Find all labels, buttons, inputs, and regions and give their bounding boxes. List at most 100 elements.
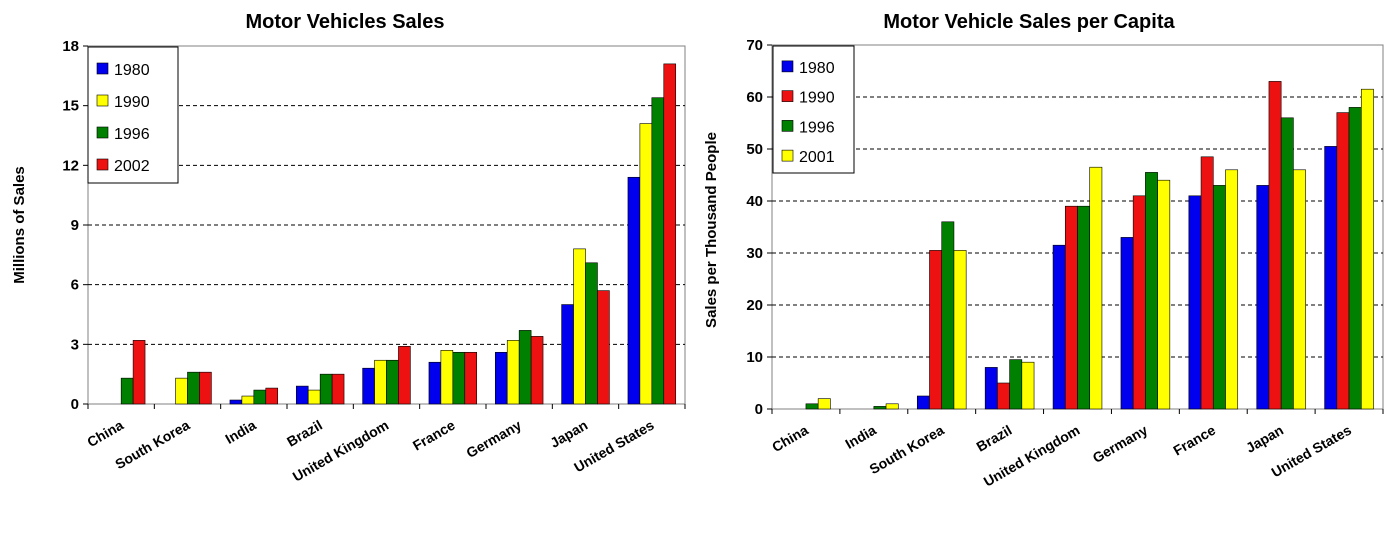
chart-svg-left: Motor Vehicles Sales Millions of Sales 0… bbox=[11, 11, 686, 485]
bar bbox=[984, 367, 998, 410]
bar bbox=[464, 351, 478, 405]
x-tick-label: Japan bbox=[547, 417, 590, 451]
x-tick-label: Brazil bbox=[973, 422, 1014, 455]
bar bbox=[1360, 88, 1374, 410]
bar bbox=[561, 304, 574, 405]
y-tick-label: 40 bbox=[746, 193, 763, 210]
legend-label: 1990 bbox=[799, 90, 835, 107]
x-tick-label: China bbox=[769, 422, 811, 455]
bar bbox=[440, 349, 454, 405]
bar bbox=[1120, 237, 1134, 410]
chart-title: Motor Vehicle Sales per Capita bbox=[883, 11, 1175, 33]
legend-swatch bbox=[781, 60, 794, 73]
x-tick-label: Japan bbox=[1243, 422, 1286, 456]
bar bbox=[573, 248, 586, 405]
bar bbox=[651, 97, 665, 405]
bar bbox=[362, 367, 375, 405]
bar bbox=[1157, 179, 1171, 410]
bar bbox=[1188, 195, 1202, 410]
x-tick-label: South Korea bbox=[867, 422, 947, 478]
bar bbox=[374, 359, 387, 405]
y-axis-title: Sales per Thousand People bbox=[703, 132, 720, 328]
bar bbox=[187, 371, 200, 405]
bar bbox=[1064, 205, 1078, 410]
chart-title: Motor Vehicles Sales bbox=[246, 11, 445, 33]
legend-swatch bbox=[96, 126, 109, 139]
bar bbox=[1145, 172, 1158, 410]
bar bbox=[873, 406, 887, 410]
y-tick-label: 20 bbox=[746, 297, 763, 314]
bar bbox=[1089, 166, 1103, 410]
bar bbox=[331, 373, 345, 405]
bar bbox=[1348, 107, 1362, 410]
bar bbox=[627, 176, 641, 405]
bar bbox=[530, 336, 544, 405]
bar bbox=[916, 395, 930, 410]
bar bbox=[398, 346, 411, 405]
bar bbox=[229, 399, 243, 405]
bar bbox=[1200, 156, 1214, 410]
legend-label: 2001 bbox=[799, 149, 835, 166]
x-tick-label: Germany bbox=[1090, 422, 1151, 466]
x-tick-label: China bbox=[84, 417, 126, 450]
bar bbox=[1212, 185, 1226, 410]
bar bbox=[518, 330, 532, 405]
bar bbox=[1293, 169, 1306, 410]
bar bbox=[452, 351, 466, 405]
bar bbox=[639, 123, 653, 405]
bar bbox=[386, 359, 399, 405]
x-tick-label: Brazil bbox=[284, 417, 325, 450]
y-tick-label: 60 bbox=[746, 89, 763, 106]
legend-swatch bbox=[96, 94, 109, 107]
x-tick-label: India bbox=[222, 417, 258, 447]
bar bbox=[175, 377, 188, 405]
legend-label: 1980 bbox=[799, 60, 835, 77]
x-tick-label: France bbox=[1170, 422, 1218, 459]
bar bbox=[1225, 169, 1239, 410]
bar bbox=[663, 63, 677, 405]
bar bbox=[1256, 185, 1270, 410]
bar bbox=[506, 340, 520, 405]
y-axis-title: Millions of Sales bbox=[11, 166, 28, 284]
chart-svg-right: Motor Vehicle Sales per Capita Sales per… bbox=[703, 11, 1384, 490]
bar bbox=[805, 403, 819, 410]
chart-motor-vehicle-sales: Motor Vehicles Sales Millions of Sales 0… bbox=[11, 11, 686, 485]
legend-label: 1996 bbox=[114, 126, 150, 143]
x-tick-label: India bbox=[842, 422, 878, 452]
x-tick-label: South Korea bbox=[112, 417, 192, 473]
legend-label: 1990 bbox=[114, 94, 150, 111]
bar bbox=[1280, 117, 1294, 410]
bar bbox=[597, 290, 610, 405]
y-tick-label: 18 bbox=[62, 38, 79, 55]
bar bbox=[929, 250, 943, 410]
y-tick-label: 0 bbox=[755, 401, 763, 418]
legend-label: 2002 bbox=[114, 158, 150, 175]
y-tick-label: 9 bbox=[71, 217, 79, 234]
bar bbox=[132, 340, 146, 405]
y-tick-label: 15 bbox=[62, 98, 79, 115]
bar bbox=[1021, 361, 1035, 410]
bar bbox=[199, 371, 212, 405]
bar bbox=[265, 387, 279, 405]
bar bbox=[494, 351, 508, 405]
bar bbox=[241, 395, 255, 405]
bar bbox=[1324, 146, 1338, 410]
bar bbox=[1052, 244, 1066, 410]
legend-label: 1996 bbox=[799, 119, 835, 136]
x-tick-label: France bbox=[410, 417, 458, 454]
y-tick-label: 30 bbox=[746, 245, 763, 262]
bar bbox=[953, 250, 967, 410]
y-tick-label: 3 bbox=[71, 336, 79, 353]
bar bbox=[120, 377, 134, 405]
bar bbox=[295, 385, 309, 405]
y-tick-label: 10 bbox=[746, 349, 763, 366]
bar bbox=[585, 262, 598, 405]
legend-swatch bbox=[781, 149, 794, 162]
y-tick-label: 50 bbox=[746, 141, 763, 158]
bar bbox=[1268, 81, 1282, 410]
bar bbox=[428, 361, 442, 405]
bar bbox=[307, 389, 321, 405]
chart-sales-per-capita: Motor Vehicle Sales per Capita Sales per… bbox=[694, 0, 1388, 555]
legend-label: 1980 bbox=[114, 62, 150, 79]
bar bbox=[319, 373, 333, 405]
